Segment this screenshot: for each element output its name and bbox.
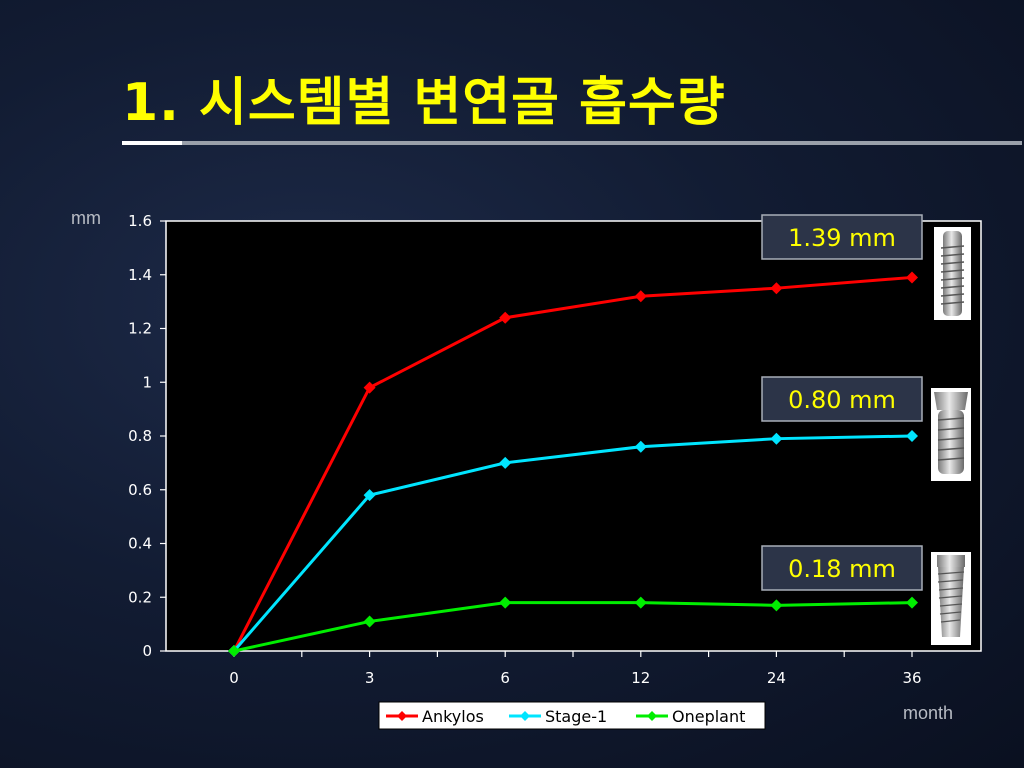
x-tick-label: 0 bbox=[229, 669, 239, 687]
series-line-oneplant bbox=[233, 601, 913, 653]
y-tick-label: 1.4 bbox=[128, 266, 152, 284]
data-point-stage-1 bbox=[363, 489, 376, 502]
y-axis-unit: mm bbox=[71, 208, 101, 228]
y-tick-label: 0 bbox=[142, 642, 152, 660]
data-point-ankylos bbox=[906, 271, 918, 284]
legend-marker bbox=[520, 711, 530, 721]
series-line-ankylos bbox=[232, 275, 913, 652]
x-tick-label: 24 bbox=[767, 669, 786, 687]
legend-label: Ankylos bbox=[422, 707, 484, 726]
data-point-stage-1 bbox=[634, 440, 647, 453]
data-point-stage-1 bbox=[499, 456, 512, 469]
data-point-ankylos bbox=[634, 290, 647, 303]
data-point-oneplant bbox=[499, 596, 512, 609]
callout-ankylos: 1.39 mm bbox=[761, 214, 923, 260]
legend: Ankylos Stage-1 Oneplant bbox=[378, 701, 766, 730]
data-point-oneplant bbox=[634, 596, 647, 609]
x-tick-label: 12 bbox=[631, 669, 650, 687]
legend-label: Oneplant bbox=[672, 707, 745, 726]
y-tick-label: 0.2 bbox=[128, 588, 152, 606]
callout-oneplant-text: 0.18 mm bbox=[788, 555, 896, 583]
stage1-implant-image bbox=[931, 388, 971, 481]
data-point-ankylos bbox=[499, 311, 512, 324]
series-line-stage-1 bbox=[232, 434, 913, 652]
legend-marker bbox=[647, 711, 657, 721]
y-tick-label: 0.8 bbox=[128, 427, 152, 445]
slide-title: 1. 시스템별 변연골 흡수량 bbox=[122, 73, 726, 133]
legend-label: Stage-1 bbox=[545, 707, 607, 726]
data-point-oneplant bbox=[906, 596, 918, 609]
legend-item-oneplant: Oneplant bbox=[636, 707, 745, 726]
legend-item-ankylos: Ankylos bbox=[386, 707, 484, 726]
data-point-oneplant bbox=[363, 615, 376, 628]
data-point-stage-1 bbox=[906, 430, 918, 442]
data-point-stage-1 bbox=[770, 432, 783, 445]
x-tick-label: 6 bbox=[500, 669, 510, 687]
callout-stage1: 0.80 mm bbox=[761, 376, 923, 422]
y-tick-label: 0.4 bbox=[128, 535, 152, 553]
oneplant-implant-image bbox=[931, 552, 971, 645]
legend-marker bbox=[397, 711, 407, 721]
data-point-oneplant bbox=[228, 645, 240, 657]
x-tick-label: 36 bbox=[902, 669, 921, 687]
data-point-ankylos bbox=[363, 381, 376, 394]
data-point-ankylos bbox=[770, 282, 783, 295]
x-tick-label: 3 bbox=[365, 669, 375, 687]
x-axis-unit: month bbox=[903, 703, 953, 723]
data-point-oneplant bbox=[770, 599, 783, 612]
y-tick-label: 1.2 bbox=[128, 320, 152, 338]
callout-stage1-text: 0.80 mm bbox=[788, 386, 896, 414]
y-tick-label: 0.6 bbox=[128, 481, 152, 499]
y-tick-label: 1 bbox=[142, 373, 152, 391]
callout-ankylos-text: 1.39 mm bbox=[788, 224, 896, 252]
ankylos-implant-image bbox=[934, 227, 971, 320]
legend-item-stage-1: Stage-1 bbox=[509, 707, 607, 726]
callout-oneplant: 0.18 mm bbox=[761, 545, 923, 591]
title-divider bbox=[122, 141, 1022, 145]
y-tick-label: 1.6 bbox=[128, 212, 152, 230]
